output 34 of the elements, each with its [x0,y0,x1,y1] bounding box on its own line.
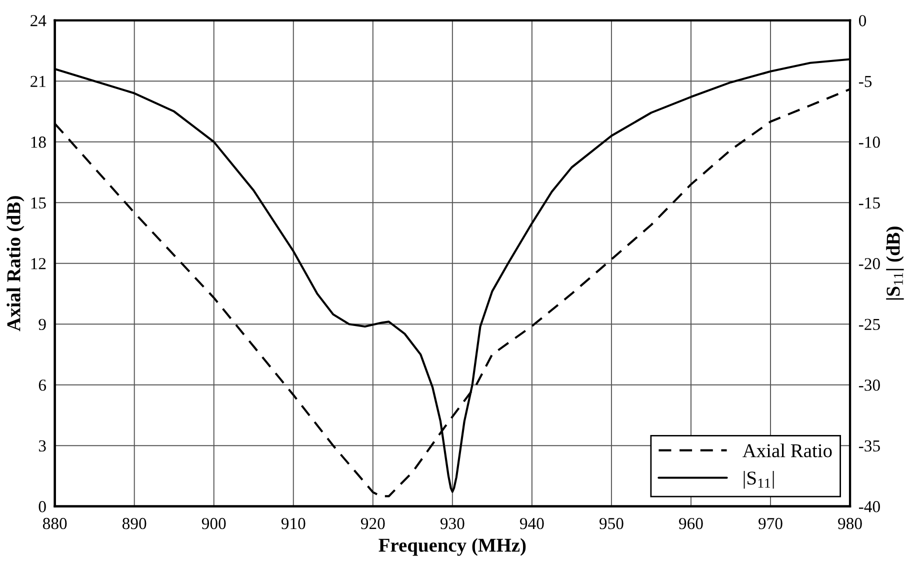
y-tick-label: 21 [30,76,46,87]
y2-tick-label: 0 [858,15,866,26]
y-tick-label: 9 [38,318,46,330]
x-tick-label: 960 [679,518,703,530]
x-axis-title: Frequency (MHz) [378,538,526,556]
x-tick-label: 910 [281,518,306,530]
y2-tick-label: -25 [858,318,880,330]
y2-axis-title: |S$_{11}$| (dB) [886,226,904,300]
y-tick-label: 3 [38,440,46,452]
x-tick-label: 890 [122,518,146,530]
y-tick-label: 0 [38,501,46,512]
y2-tick-label: -30 [858,380,880,391]
y2-tick-label: -5 [858,76,872,88]
x-tick-label: 980 [838,518,862,530]
legend-label: |S$_{11}$| [744,470,774,489]
x-tick-label: 900 [202,518,226,530]
x-tick-label: 970 [758,518,782,530]
y-tick-label: 12 [31,258,46,270]
y-tick-label: 15 [31,197,46,209]
legend-label: Axial Ratio [742,444,832,458]
x-tick-label: 940 [520,518,544,530]
y-tick-label: 24 [30,15,46,26]
y-tick-label: 18 [31,136,46,148]
y2-tick-label: -15 [858,197,880,209]
x-tick-label: 880 [42,518,67,530]
y-axis-title: Axial Ratio (dB) [6,196,24,332]
y2-tick-label: -10 [858,136,880,148]
x-tick-label: 930 [440,518,464,530]
y2-tick-label: -40 [858,501,880,512]
x-tick-label: 920 [360,518,385,530]
y2-tick-label: -35 [858,440,880,452]
y2-tick-label: -20 [858,258,880,270]
y-tick-label: 6 [38,380,46,391]
x-tick-label: 950 [600,518,624,530]
